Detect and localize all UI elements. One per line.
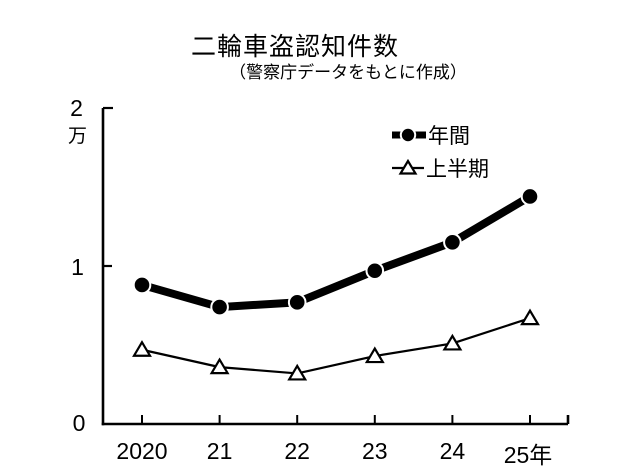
annual-point-21 [210,297,229,317]
page-title: 二輪車盗認知件数 [190,33,399,61]
annual-series-line [140,193,533,312]
first-half-point-24 [442,333,463,351]
first-half-point-21 [209,357,230,375]
x-tick-label-0: 2020 [116,438,167,464]
x-tick-label-2: 22 [284,438,310,464]
x-tick-label-4: 24 [440,438,466,464]
filled-circle-line-icon [392,126,426,144]
y-tick-label-2: 2 [70,95,83,121]
y-tick-label-0: 0 [73,410,86,436]
legend-item-first-half: 上半期 [392,157,489,181]
x-tick-label-1: 21 [207,438,233,464]
legend-item-annual: 年間 [392,124,489,148]
first-half-series-line [141,317,531,375]
annual-point-24 [443,233,462,252]
x-tick-label-5: 25年 [504,442,553,468]
legend-label-first-half: 上半期 [426,158,489,181]
legend-label-annual: 年間 [428,125,470,148]
annual-point-2020 [132,275,152,295]
y-tick-label-1: 1 [71,254,84,280]
annual-point-23 [365,261,385,281]
first-half-point-2020 [132,340,152,357]
chart-legend: 年間 上半期 [392,124,489,190]
open-triangle-line-icon [392,158,424,175]
first-half-point-25年 [520,308,540,326]
x-tick-label-3: 23 [362,438,388,464]
y-axis-unit-label: 万 [68,126,87,147]
first-half-point-23 [364,346,385,364]
annual-point-22 [287,293,307,312]
chart-subtitle: （警察庁データをもとに作成） [229,63,467,82]
first-half-point-22 [287,363,308,381]
annual-point-25年 [520,187,540,206]
